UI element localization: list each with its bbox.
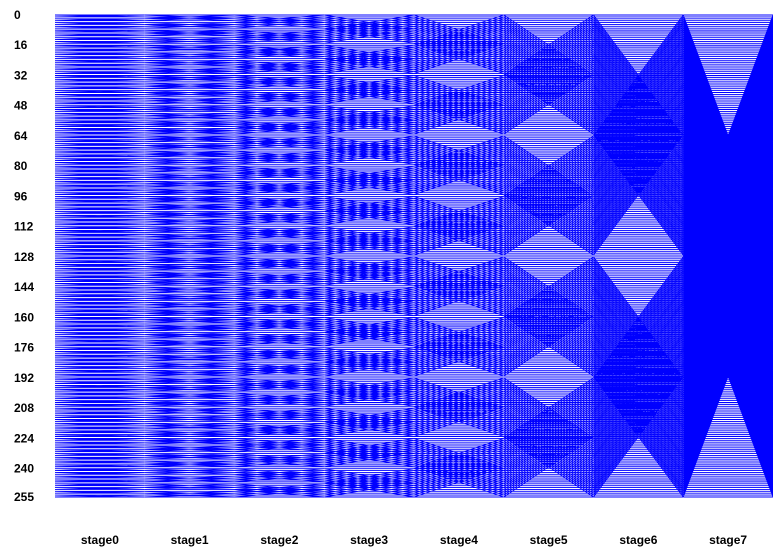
stage-wires-5 bbox=[503, 14, 594, 498]
stage-label-5: stage5 bbox=[530, 533, 568, 547]
y-tick-label: 255 bbox=[14, 490, 34, 504]
stage-label-3: stage3 bbox=[350, 533, 388, 547]
stage-wires-0 bbox=[54, 14, 145, 498]
stage-wires-1 bbox=[144, 14, 235, 498]
y-axis-tick-labels: 0 16 32 48 64 80 96 112 128 144 160 176 192 208 224 240… bbox=[14, 8, 34, 504]
stage-label-7: stage7 bbox=[709, 533, 747, 547]
y-tick-label: 96 bbox=[14, 190, 28, 204]
y-tick-label: 32 bbox=[14, 69, 28, 83]
network-wires bbox=[54, 14, 773, 498]
y-tick-label: 48 bbox=[14, 99, 28, 113]
stage-label-4: stage4 bbox=[440, 533, 478, 547]
stage-wires-7 bbox=[682, 14, 773, 498]
y-tick-label: 176 bbox=[14, 341, 34, 355]
y-tick-label: 80 bbox=[14, 159, 28, 173]
stage-wires-4 bbox=[413, 14, 504, 498]
y-tick-label: 160 bbox=[14, 310, 34, 324]
y-tick-label: 112 bbox=[14, 220, 34, 234]
y-tick-label: 128 bbox=[14, 250, 34, 264]
y-tick-label: 16 bbox=[14, 38, 28, 52]
stage-label-0: stage0 bbox=[81, 533, 119, 547]
y-tick-label: 192 bbox=[14, 371, 34, 385]
y-tick-label: 144 bbox=[14, 280, 34, 294]
stage-label-1: stage1 bbox=[171, 533, 209, 547]
stage-label-6: stage6 bbox=[619, 533, 657, 547]
y-tick-label: 0 bbox=[14, 8, 21, 22]
stage-label-2: stage2 bbox=[260, 533, 298, 547]
y-tick-label: 208 bbox=[14, 401, 34, 415]
y-tick-label: 240 bbox=[14, 462, 34, 476]
stage-labels: stage0 stage1 stage2 stage3 stage4 stage5 stag… bbox=[81, 533, 748, 547]
stage-wires-6 bbox=[593, 14, 684, 498]
stage-wires-2 bbox=[234, 14, 325, 498]
y-tick-label: 224 bbox=[14, 431, 34, 445]
y-tick-label: 64 bbox=[14, 129, 28, 143]
stage-wires-3 bbox=[324, 14, 415, 498]
